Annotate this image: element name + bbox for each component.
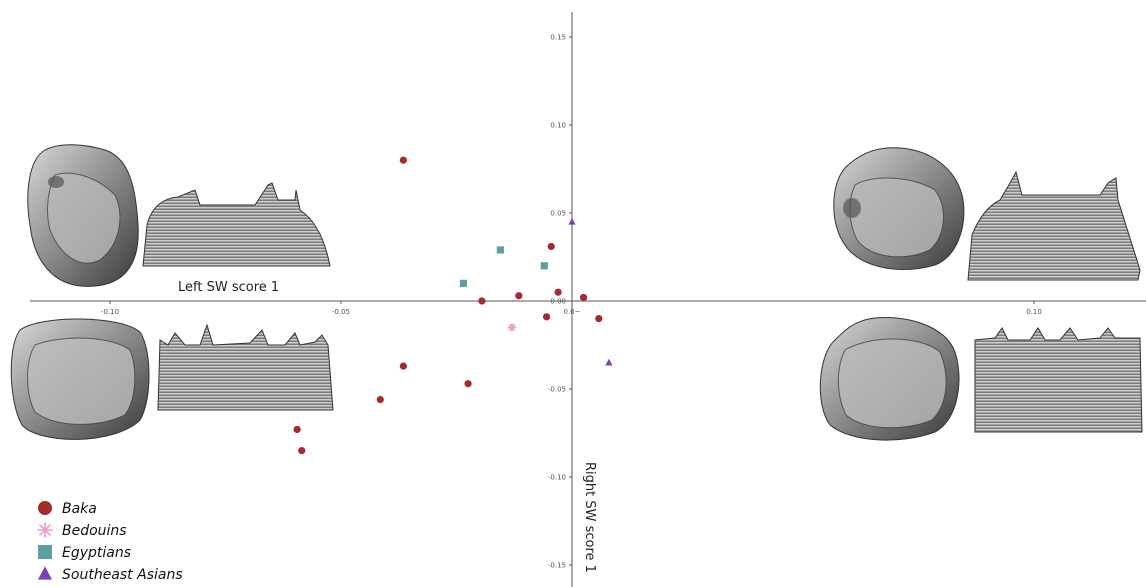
- point-baka: [579, 293, 588, 302]
- x-tick-label: -0.10: [101, 308, 119, 316]
- y-tick-label: 0.00: [550, 298, 566, 306]
- legend-marker-bedouins: [37, 522, 53, 538]
- tooth-occlusal-bottom-right: [819, 317, 960, 441]
- point-baka: [478, 297, 486, 305]
- y-tick-label: 0.15: [550, 34, 566, 42]
- point-baka: [399, 362, 407, 370]
- data-points: [293, 156, 613, 455]
- tooth-occlusal-bottom-left: [10, 318, 150, 440]
- point-egyptians: [496, 246, 504, 254]
- x-tick-label: -0.05: [332, 308, 350, 316]
- tooth-side-bottom-left: [157, 323, 334, 411]
- point-baka: [515, 292, 523, 300]
- legend-label-southeast-asians: Southeast Asians: [62, 567, 183, 583]
- y-tick-label: -0.05: [548, 386, 566, 394]
- y-tick-label: 0.10: [550, 122, 566, 130]
- y-tick-label: 0.05: [550, 210, 566, 218]
- tooth-side-bottom-right: [974, 327, 1143, 433]
- point-baka: [376, 395, 384, 404]
- legend-label-baka: Baka: [62, 501, 97, 517]
- legend-marker-egyptians: [38, 545, 52, 559]
- tooth-occlusal-top-left: [27, 144, 139, 287]
- y-tick-label: -0.15: [548, 562, 566, 570]
- point-baka: [298, 447, 306, 455]
- point-egyptians: [459, 279, 468, 287]
- x-tick-label: 0.0~: [564, 308, 581, 316]
- tooth-side-top-right: [967, 170, 1141, 281]
- tooth-occlusal-top-right: [833, 147, 965, 270]
- y-axis-label: Right SW score 1: [582, 462, 597, 573]
- legend-label-bedouins: Bedouins: [62, 523, 127, 539]
- point-baka: [547, 242, 555, 251]
- x-ticks: -0.10 -0.05 0.0~ 0.10: [101, 301, 1042, 316]
- legend-marker-baka: [38, 501, 52, 515]
- point-baka: [554, 288, 562, 296]
- tooth-side-top-left: [142, 182, 331, 267]
- point-bedouins: [507, 322, 517, 332]
- point-baka: [399, 156, 407, 164]
- point-egyptians: [540, 262, 548, 270]
- legend-marker-southeast-asians: [38, 566, 52, 580]
- legend: Baka Bedouins Egyptians Southeast Asians: [37, 501, 183, 583]
- point-baka: [542, 313, 551, 321]
- y-ticks: 0.15 0.10 0.05 0.00 -0.05 -0.10 -0.15: [548, 34, 572, 570]
- point-baka: [293, 425, 301, 434]
- legend-label-egyptians: Egyptians: [62, 545, 131, 561]
- point-baka: [595, 315, 603, 323]
- y-tick-label: -0.10: [548, 474, 566, 482]
- x-tick-label: 0.10: [1026, 308, 1042, 316]
- point-southeast-asians: [605, 358, 613, 366]
- point-southeast-asians: [568, 217, 576, 225]
- point-baka: [464, 380, 472, 388]
- x-axis-label: Left SW score 1: [178, 280, 279, 295]
